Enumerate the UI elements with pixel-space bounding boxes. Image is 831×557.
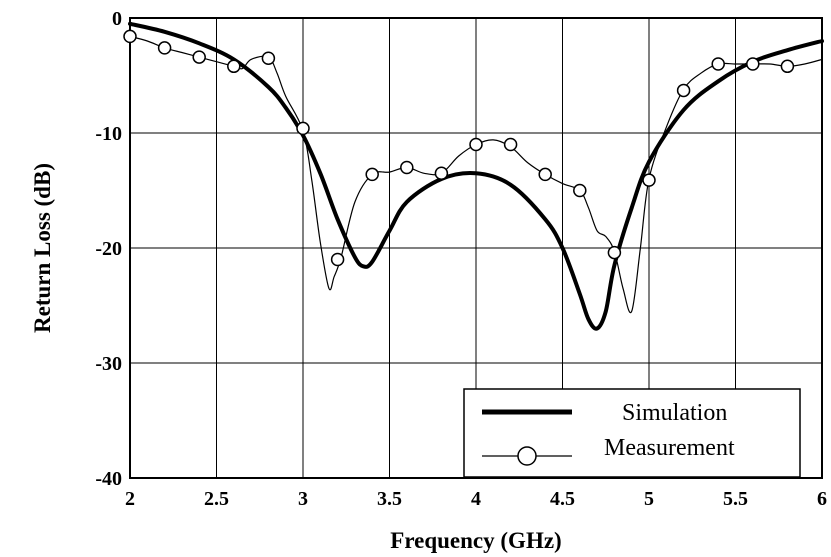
x-tick-label: 3 [298,488,308,510]
y-tick-labels: 0 -10 -20 -30 -40 [95,8,122,490]
x-tick-label: 2 [125,488,135,510]
x-tick-labels: 2 2.5 3 3.5 4 4.5 5 5.5 6 [125,488,827,510]
y-tick-label: -20 [95,238,122,260]
measurement-marker [642,173,656,187]
measurement-marker [469,137,483,152]
x-axis-title: Frequency (GHz) [390,528,561,553]
legend-measurement-label: Measurement [604,435,735,461]
measurement-marker [261,51,276,65]
measurement-marker [538,167,552,182]
measurement-marker [365,167,379,182]
y-tick-label: 0 [112,8,122,30]
x-tick-label: 4 [471,488,481,510]
y-tick-label: -30 [95,353,122,375]
measurement-marker [227,59,241,74]
legend-simulation-label: Simulation [622,400,727,426]
y-axis-title: Return Loss (dB) [30,163,55,333]
legend: Simulation Measurement [463,388,801,478]
measurement-marker [434,166,449,180]
measurement-marker [330,252,345,267]
legend-measurement-marker [517,446,537,466]
x-tick-label: 6 [817,488,827,510]
x-tick-label: 5.5 [723,488,748,510]
measurement-marker [607,245,622,260]
measurement-marker [400,160,414,175]
x-tick-label: 3.5 [377,488,402,510]
measurement-marker [676,83,691,98]
simulation-line [128,21,824,331]
series-layer [123,21,824,331]
measurement-marker [746,57,760,71]
measurement-marker [573,183,587,198]
y-tick-label: -10 [95,123,122,145]
x-tick-label: 2.5 [204,488,229,510]
legend-box [463,388,801,478]
measurement-marker [123,29,137,44]
x-tick-label: 4.5 [550,488,575,510]
measurement-marker [503,137,518,152]
measurement-marker [780,59,795,74]
plot-frame [129,17,823,479]
measurement-marker [296,121,310,136]
measurement-marker [711,57,725,71]
y-tick-label: -40 [95,468,122,490]
measurement-marker [157,41,172,55]
measurement-marker [192,50,206,64]
x-tick-label: 5 [644,488,654,510]
